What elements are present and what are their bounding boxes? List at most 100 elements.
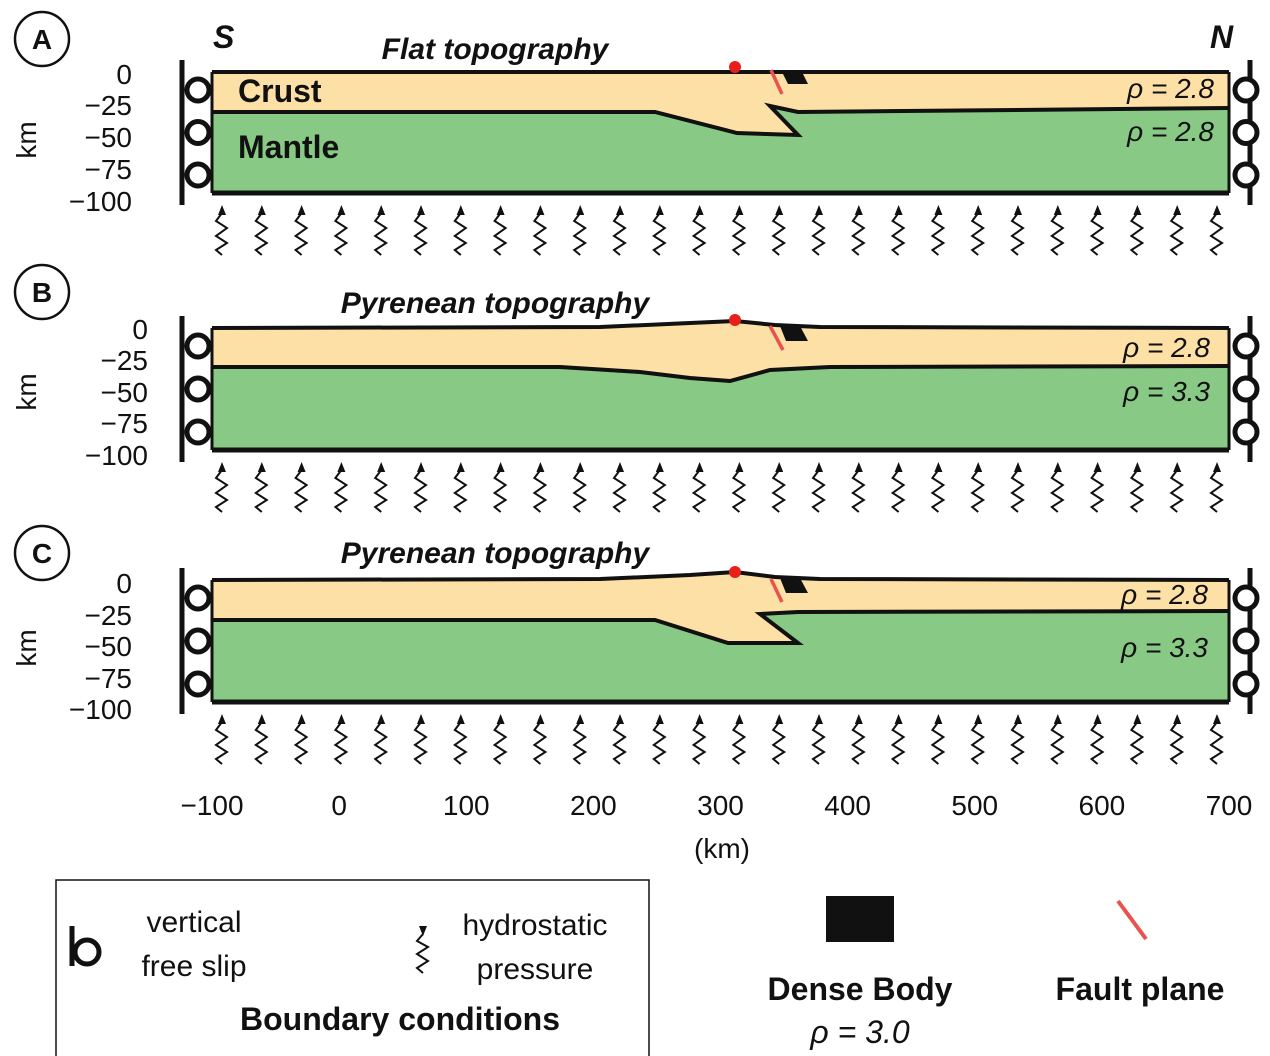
legend: vertical free slip hydrostatic pressure …	[55, 879, 1225, 1056]
dense-body-density: ρ = 3.0	[809, 1014, 909, 1050]
hydrostatic-wave-icon	[930, 721, 946, 765]
hydrostatic-wave-icon	[652, 212, 667, 256]
free-slip-roller-icon	[1232, 584, 1260, 612]
hydrostatic-wave-icon	[1169, 212, 1185, 256]
hydrostatic-arrow-icon	[496, 462, 505, 472]
dense-body-swatch	[826, 896, 894, 942]
hydrostatic-arrow-icon	[297, 714, 306, 724]
hydrostatic-arrow-icon	[1133, 714, 1142, 724]
depth-tick-c-0: 0	[116, 568, 132, 599]
panel-c-dense-body	[780, 578, 808, 593]
hydrostatic-arrow-icon	[496, 205, 505, 215]
hydrostatic-wave-icon	[731, 212, 747, 256]
panel-c-fault-plane	[769, 578, 784, 603]
panel-b-fault-plane	[768, 325, 785, 351]
hydrostatic-arrow-icon	[536, 714, 545, 724]
hydrostatic-arrow-icon	[775, 714, 784, 724]
hydrostatic-wave-icon	[214, 469, 229, 513]
panel-c-title: Pyrenean topography	[341, 537, 651, 570]
hydrostatic-arrow-icon	[377, 205, 386, 215]
hydrostatic-wave-icon	[1010, 212, 1025, 256]
hydrostatic-arrow-icon	[1053, 205, 1062, 215]
hydrostatic-arrow-icon	[337, 462, 346, 472]
panel-a-dense-body	[781, 70, 808, 84]
panel-a-station-marker	[729, 61, 741, 73]
hydrostatic-arrow-icon	[1014, 714, 1022, 724]
hydrostatic-arrow-icon	[1173, 205, 1182, 215]
fault-plane-swatch	[1116, 899, 1148, 941]
hydrostatic-wave-icon	[930, 469, 946, 513]
south-label: S	[213, 19, 235, 55]
hydrostatic-wave-icon	[532, 212, 548, 256]
hydrostatic-wave-icon	[612, 469, 627, 513]
hydrostatic-arrow-icon	[536, 205, 545, 215]
depth-axis-b: 0 −25 −50 −75 −100 km	[11, 314, 148, 471]
hydrostatic-wave-icon	[532, 469, 548, 513]
hydrostatic-wave-icon	[413, 212, 428, 256]
hydrostatic-arrow-icon	[257, 205, 266, 215]
hydrostatic-arrow-icon	[257, 714, 266, 724]
free-slip-roller-icon	[1232, 76, 1260, 104]
hydrostatic-arrow-icon	[735, 714, 744, 724]
hydrostatic-arrow-icon	[576, 205, 585, 215]
depth-tick-c-100: −100	[69, 694, 132, 725]
hydrostatic-wave-icon	[214, 212, 229, 256]
hydrostatic-arrow-icon	[934, 205, 943, 215]
hydrostatic-wave-icon	[851, 721, 866, 765]
hydrostatic-wave-icon	[293, 469, 309, 513]
hydrostatic-label-2: pressure	[477, 953, 594, 986]
free-slip-roller-icon	[184, 119, 212, 146]
hydrostatic-arrow-icon	[894, 714, 903, 724]
hydrostatic-wave-icon	[492, 212, 508, 256]
hydrostatic-wave-icon	[1209, 721, 1224, 765]
free-slip-roller-icon	[1232, 670, 1260, 698]
hydrostatic-wave-icon	[1089, 469, 1105, 513]
hydrostatic-arrow-icon	[854, 205, 863, 215]
hydrostatic-arrow-icon	[1014, 205, 1022, 215]
panel-a-title: Flat topography	[382, 33, 610, 66]
hydrostatic-wave-icon	[652, 721, 667, 765]
hydrostatic-arrow-icon	[894, 462, 903, 472]
hydrostatic-wave-icon	[612, 721, 627, 765]
hydrostatic-arrow-icon	[456, 205, 465, 215]
hydrostatic-wave-icon	[293, 212, 309, 256]
hydrostatic-arrow-icon	[735, 205, 744, 215]
hydrostatic-arrow-icon	[417, 462, 425, 472]
panel-c-station-marker	[729, 566, 741, 578]
hydrostatic-arrow-icon	[775, 205, 784, 215]
hydrostatic-arrow-icon	[695, 714, 704, 724]
hydrostatic-arrow-icon	[1213, 462, 1221, 472]
hydrostatic-arrow-icon	[854, 462, 863, 472]
hydrostatic-wave-icon	[890, 212, 906, 256]
depth-unit-b: km	[11, 373, 42, 410]
hydrostatic-wave-icon	[572, 721, 588, 765]
hydrostatic-wave-icon	[851, 469, 866, 513]
north-label: N	[1210, 19, 1234, 55]
hydrostatic-arrow-icon	[655, 205, 664, 215]
hydrostatic-arrow-icon	[1093, 714, 1102, 724]
panel-c-letter: C	[32, 538, 52, 569]
depth-tick-a-100: −100	[69, 186, 132, 217]
hydrostatic-wave-icon	[492, 721, 508, 765]
hydrostatic-arrow-icon	[456, 462, 465, 472]
hydrostatic-arrow-icon	[1213, 205, 1221, 215]
hydrostatic-arrow-icon	[536, 462, 545, 472]
hydrostatic-arrow-icon	[576, 714, 585, 724]
boundary-legend-box	[55, 879, 650, 1056]
hydrostatic-wave-icon	[851, 212, 866, 256]
panel-c-mantle-density: ρ = 3.3	[1120, 632, 1208, 663]
hydrostatic-arrow-icon	[1053, 714, 1062, 724]
hydrostatic-wave-icon	[1089, 721, 1105, 765]
panel-a-mantle-density: ρ = 2.8	[1126, 116, 1214, 147]
hydrostatic-wave-icon	[453, 469, 468, 513]
depth-unit-a: km	[11, 121, 42, 158]
hydrostatic-arrow-icon	[1093, 205, 1102, 215]
fault-plane-label: Fault plane	[1056, 971, 1225, 1007]
hydrostatic-arrow-icon	[616, 462, 624, 472]
free-slip-roller-icon	[1232, 119, 1260, 146]
hydrostatic-arrow-icon	[218, 205, 226, 215]
hydrostatic-wave-icon	[1010, 469, 1025, 513]
panel-b-badge	[13, 263, 71, 321]
panel-c-moho-boundary	[212, 609, 1230, 645]
panel-b-crust-density: ρ = 2.8	[1122, 332, 1210, 363]
